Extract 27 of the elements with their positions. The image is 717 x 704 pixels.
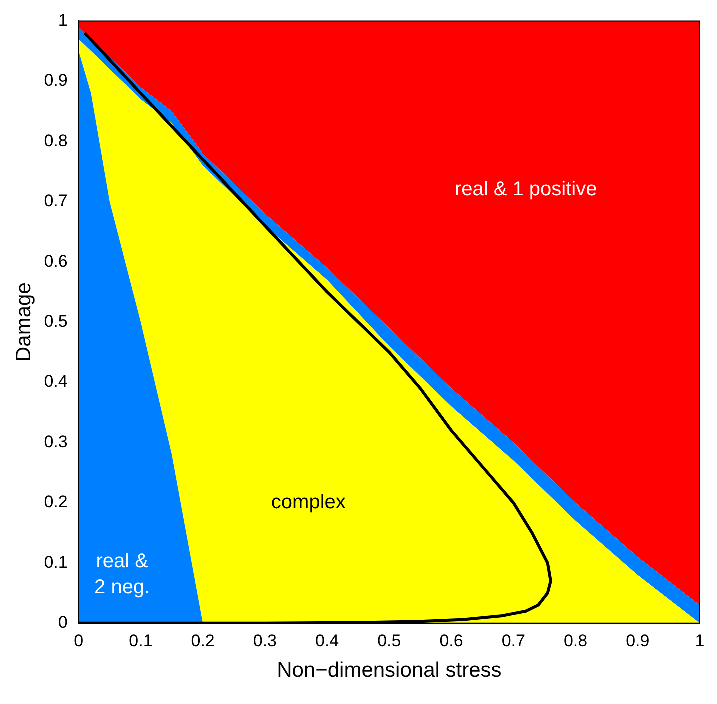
y-tick-label: 0.6 bbox=[44, 252, 68, 271]
y-tick-label: 1 bbox=[58, 10, 68, 30]
x-tick-label: 0.1 bbox=[129, 631, 153, 650]
x-tick-label: 0.6 bbox=[440, 631, 464, 650]
y-axis-title: Damage bbox=[12, 282, 36, 362]
y-tick-label: 0.4 bbox=[44, 372, 68, 392]
x-tick-label: 0.4 bbox=[315, 631, 340, 650]
y-tick-label: 0.7 bbox=[44, 192, 68, 211]
y-tick-label: 0.3 bbox=[44, 432, 68, 452]
x-axis-title: Non−dimensional stress bbox=[277, 659, 502, 682]
x-tick-label: 0.7 bbox=[502, 631, 526, 650]
x-tick-label: 1 bbox=[695, 631, 705, 650]
y-tick-label: 0 bbox=[58, 613, 68, 632]
x-tick-label: 0.9 bbox=[626, 631, 650, 650]
y-tick-label: 0.9 bbox=[44, 71, 68, 90]
x-tick-label: 0.8 bbox=[564, 631, 588, 650]
x-tick-label: 0.3 bbox=[253, 631, 278, 650]
annotation: complex bbox=[271, 491, 346, 514]
y-tick-label: 0.2 bbox=[44, 492, 68, 512]
y-tick-label: 0.8 bbox=[44, 131, 68, 150]
x-tick-label: 0.5 bbox=[378, 631, 402, 650]
annotation: real & 2 neg. bbox=[94, 550, 150, 599]
y-tick-label: 0.1 bbox=[44, 552, 68, 572]
x-tick-label: 0 bbox=[74, 631, 84, 650]
y-tick-label: 0.5 bbox=[44, 312, 68, 331]
x-tick-label: 0.2 bbox=[191, 631, 215, 650]
annotation: real & 1 positive bbox=[454, 178, 598, 200]
